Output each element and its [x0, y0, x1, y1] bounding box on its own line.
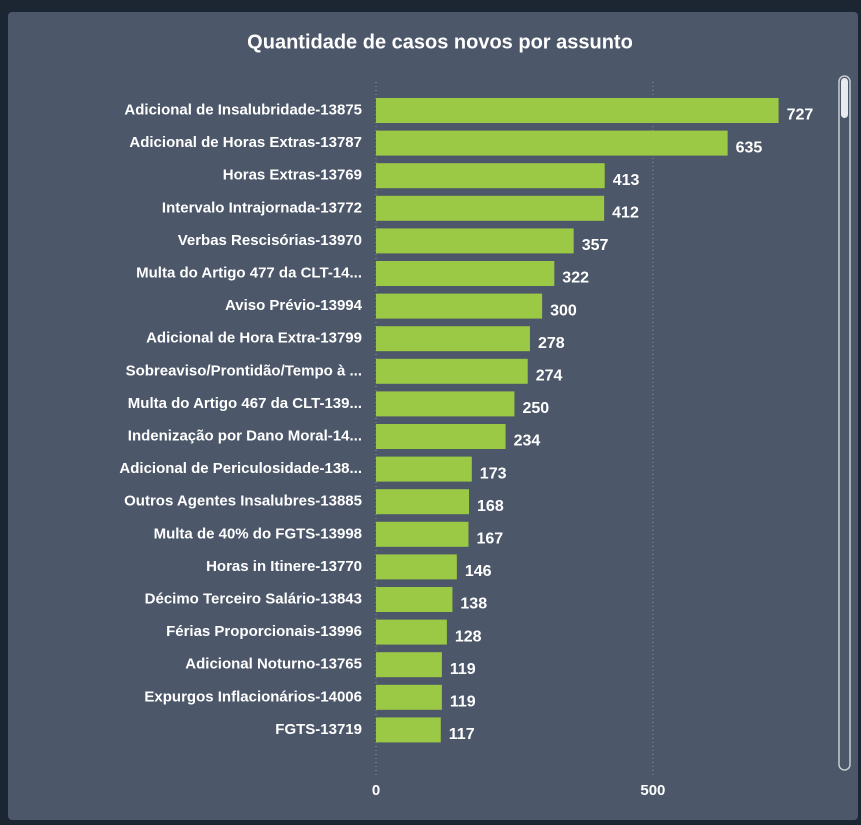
scrollbar-track[interactable] [838, 75, 851, 771]
x-tick-label: 0 [372, 782, 380, 799]
data-label: 234 [514, 433, 541, 450]
data-label: 146 [465, 563, 492, 580]
bar [376, 358, 528, 384]
bar [376, 130, 728, 156]
bar [376, 391, 515, 417]
y-tick-label: Outros Agentes Insalubres-13885 [124, 493, 362, 510]
data-label: 119 [450, 661, 476, 678]
bar [376, 489, 470, 515]
y-tick-label: Adicional de Insalubridade-13875 [124, 101, 362, 118]
bar [376, 261, 555, 286]
bar [376, 554, 457, 580]
bar [376, 293, 543, 319]
y-tick-label: Verbas Rescisórias-13970 [178, 232, 362, 249]
data-label: 727 [787, 107, 814, 124]
bar [376, 521, 469, 547]
data-label: 250 [522, 400, 549, 417]
data-label: 413 [613, 172, 640, 189]
y-tick-label: Adicional Noturno-13765 [185, 656, 362, 673]
bar [376, 619, 447, 645]
bar [376, 456, 472, 482]
data-label: 357 [582, 237, 609, 254]
y-tick-label: Multa de 40% do FGTS-13998 [154, 525, 362, 542]
data-label: 117 [449, 726, 475, 743]
data-label: 138 [460, 596, 487, 613]
bar [376, 195, 605, 221]
y-tick-label: Aviso Prévio-13994 [225, 297, 363, 314]
y-tick-label: Multa do Artigo 477 da CLT-14... [136, 264, 362, 281]
y-tick-label: Adicional de Hora Extra-13799 [146, 330, 362, 347]
bar [376, 587, 453, 612]
data-label: 167 [476, 531, 503, 548]
y-tick-label: Expurgos Inflacionários-14006 [144, 688, 362, 705]
y-tick-label: FGTS-13719 [275, 721, 362, 738]
y-tick-label: Férias Proporcionais-13996 [166, 623, 362, 640]
bar [376, 326, 530, 352]
data-label: 119 [450, 694, 476, 711]
data-label: 412 [612, 205, 639, 222]
y-tick-label: Sobreaviso/Prontidão/Tempo à ... [126, 362, 362, 379]
bar [376, 424, 506, 449]
bar [376, 652, 442, 678]
data-label: 128 [455, 628, 482, 645]
bar [376, 228, 574, 254]
bar [376, 717, 441, 743]
y-tick-label: Horas Extras-13769 [223, 167, 362, 184]
data-label: 300 [550, 302, 577, 319]
data-label: 322 [562, 270, 589, 287]
y-tick-label: Indenização por Dano Moral-14... [128, 427, 362, 444]
data-label: 635 [736, 139, 763, 156]
y-tick-label: Horas in Itinere-13770 [206, 558, 362, 575]
x-tick-label: 500 [640, 782, 665, 799]
y-tick-label: Intervalo Intrajornada-13772 [162, 199, 362, 216]
y-tick-label: Décimo Terceiro Salário-13843 [145, 590, 362, 607]
y-tick-label: Adicional de Horas Extras-13787 [129, 134, 362, 151]
data-label: 168 [477, 498, 504, 515]
data-label: 278 [538, 335, 565, 352]
y-tick-label: Multa do Artigo 467 da CLT-139... [128, 395, 362, 412]
bar [376, 163, 605, 189]
bar [376, 98, 779, 123]
data-label: 173 [480, 465, 507, 482]
y-tick-label: Adicional de Periculosidade-138... [119, 460, 362, 477]
data-label: 274 [536, 368, 563, 385]
bar [376, 684, 442, 710]
chart-title: Quantidade de casos novos por assunto [247, 31, 633, 53]
scrollbar-thumb[interactable] [841, 78, 848, 118]
